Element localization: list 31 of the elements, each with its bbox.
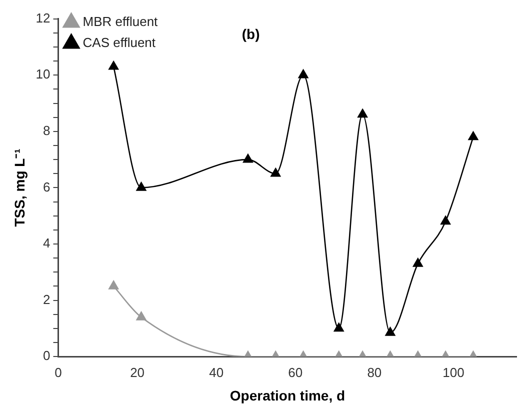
x-tick-label: 80 (367, 364, 382, 380)
y-tick-label: 4 (43, 236, 50, 251)
y-tick-label: 8 (43, 122, 50, 138)
y-tick-label: 0 (43, 348, 50, 364)
x-tick-label: 100 (442, 364, 464, 380)
y-tick-label: 12 (36, 10, 50, 26)
annotation: (b) (242, 26, 260, 42)
point (468, 131, 478, 140)
point (270, 168, 281, 177)
point (385, 327, 396, 336)
legend-label: CAS effluent (82, 35, 156, 50)
point (136, 182, 146, 191)
x-tick-label: 20 (130, 364, 145, 380)
point (136, 312, 146, 320)
x-tick-label: 60 (288, 364, 303, 380)
x-tick-label: 0 (54, 364, 62, 380)
point (440, 216, 451, 225)
x-tick-label: 40 (209, 364, 224, 380)
x-axis-title: Operation time, d (230, 387, 346, 404)
point (358, 108, 368, 118)
y-tick-label: 6 (43, 179, 50, 194)
point (412, 258, 423, 267)
point (242, 154, 253, 163)
legend-label: MBR effluent (82, 14, 158, 30)
point (334, 322, 344, 332)
point (108, 61, 119, 70)
point (108, 280, 119, 290)
point (298, 69, 308, 78)
y-tick-label: 2 (43, 292, 50, 307)
y-axis-title: TSS, mg L⁻¹ (11, 148, 28, 227)
y-tick-label: 10 (36, 66, 50, 82)
